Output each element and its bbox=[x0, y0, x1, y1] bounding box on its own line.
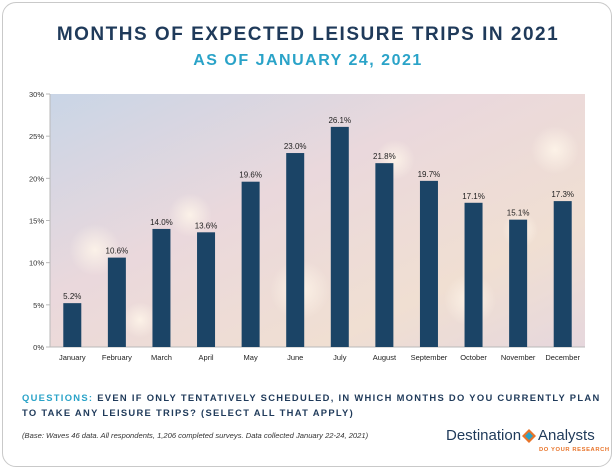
data-label: 21.8% bbox=[373, 152, 396, 161]
bar-september bbox=[419, 180, 438, 347]
x-tick-labels: January February March April May June July Augu… bbox=[59, 353, 581, 362]
bar-july bbox=[330, 126, 349, 347]
destination-analysts-logo: Destination Analysts DO YOUR RESEARCH bbox=[446, 423, 609, 459]
question-label: Questions: bbox=[22, 392, 94, 403]
x-tick-label: January bbox=[59, 353, 86, 362]
x-tick-label: March bbox=[151, 353, 172, 362]
diamond-icon bbox=[522, 429, 536, 443]
data-label: 19.6% bbox=[239, 171, 262, 180]
x-tick-label: June bbox=[287, 353, 303, 362]
logo-tagline: DO YOUR RESEARCH bbox=[539, 447, 610, 453]
bar-june bbox=[286, 153, 305, 347]
data-label: 10.6% bbox=[106, 247, 129, 256]
y-tick-label: 10% bbox=[29, 259, 44, 268]
bar-january bbox=[63, 303, 82, 347]
x-tick-label: December bbox=[545, 353, 580, 362]
x-tick-label: July bbox=[333, 353, 347, 362]
plot-background bbox=[50, 94, 585, 347]
bar-august bbox=[375, 163, 394, 347]
y-tick-label: 30% bbox=[29, 90, 44, 99]
data-label: 23.0% bbox=[284, 142, 307, 151]
data-label: 14.0% bbox=[150, 218, 173, 227]
survey-question: Questions: Even if only tentatively sche… bbox=[22, 390, 602, 420]
chart-title: MONTHS OF EXPECTED LEISURE TRIPS IN 2021 bbox=[56, 24, 560, 45]
x-tick-label: February bbox=[102, 353, 132, 362]
data-label: 26.1% bbox=[328, 116, 351, 125]
y-tick-labels: 0% 5% 10% 15% 20% 25% 30% bbox=[29, 90, 50, 352]
data-label: 5.2% bbox=[63, 292, 81, 301]
x-tick-label: August bbox=[373, 353, 397, 362]
x-tick-label: May bbox=[244, 353, 258, 362]
x-tick-label: October bbox=[460, 353, 487, 362]
y-tick-label: 0% bbox=[33, 343, 44, 352]
logo-word-analysts: Analysts bbox=[538, 427, 595, 444]
logo-word-destination: Destination bbox=[446, 427, 522, 444]
y-tick-label: 5% bbox=[33, 301, 44, 310]
question-text: Even if only tentatively scheduled, in w… bbox=[22, 392, 601, 418]
x-tick-label: September bbox=[411, 353, 448, 362]
y-tick-label: 20% bbox=[29, 174, 44, 183]
data-label: 15.1% bbox=[507, 209, 530, 218]
data-labels: 5.2% 10.6% 14.0% 13.6% 19.6% 23.0% 26.1% 21.8% 1… bbox=[63, 116, 574, 301]
bar-march bbox=[152, 228, 171, 347]
bar-april bbox=[197, 232, 216, 347]
bars bbox=[63, 126, 572, 347]
bar-october bbox=[464, 202, 483, 347]
data-label: 19.7% bbox=[418, 170, 441, 179]
x-tick-label: April bbox=[199, 353, 214, 362]
bar-november bbox=[509, 219, 528, 347]
bar-may bbox=[241, 181, 260, 347]
data-label: 13.6% bbox=[195, 221, 218, 230]
data-label: 17.3% bbox=[551, 190, 574, 199]
data-label: 17.1% bbox=[462, 192, 485, 201]
bar-december bbox=[553, 201, 572, 347]
y-tick-label: 15% bbox=[29, 217, 44, 226]
bar-february bbox=[107, 257, 126, 347]
x-tick-label: November bbox=[501, 353, 536, 362]
chart-subtitle: AS OF JANUARY 24, 2021 bbox=[193, 52, 423, 69]
base-note: (Base: Waves 46 data. All respondents, 1… bbox=[22, 431, 369, 440]
y-tick-label: 25% bbox=[29, 132, 44, 141]
